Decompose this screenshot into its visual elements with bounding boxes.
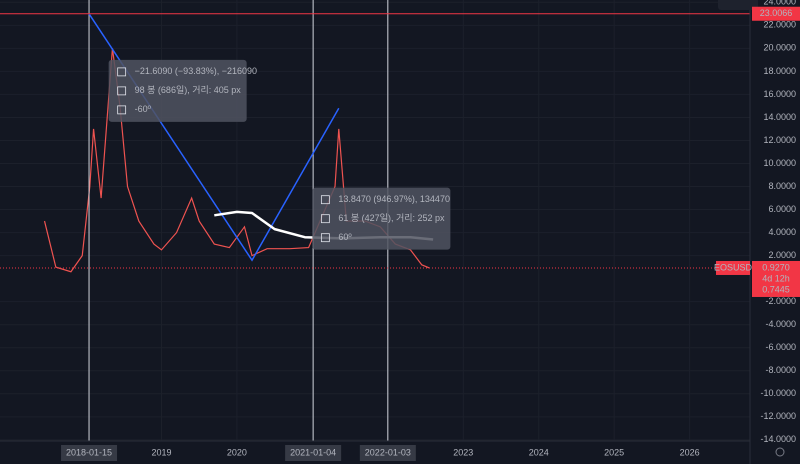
x-tick-label: 2022-01-03 <box>365 447 411 457</box>
symbol-label: EOSUSD <box>714 262 753 272</box>
y-tick-label: -10.0000 <box>760 388 796 398</box>
y-tick-label: 4.0000 <box>768 227 796 237</box>
x-tick-label: 2018-01-15 <box>66 447 112 457</box>
last-price-label: 0.9270 <box>762 262 790 272</box>
measure-text: −21.6090 (−93.83%), −216090 <box>135 66 257 76</box>
x-tick-highlight <box>285 445 342 461</box>
price-label: 23.0066 <box>760 8 793 18</box>
measure-icon <box>320 233 330 243</box>
measure-text: -60º <box>135 104 152 114</box>
x-tick-label: 2024 <box>529 447 549 457</box>
toolbar-button[interactable] <box>718 0 758 10</box>
y-tick-label: 2.0000 <box>768 250 796 260</box>
y-tick-label: -12.0000 <box>760 411 796 421</box>
x-tick-label: 2020 <box>227 447 247 457</box>
overlay: −21.6090 (−93.83%), −216090 98 봉 (686일), … <box>0 0 750 441</box>
y-tick-label: 6.0000 <box>768 204 796 214</box>
y-tick-label: -14.0000 <box>760 434 796 444</box>
symbol-label-bg <box>716 260 750 275</box>
x-tick-label: 2023 <box>453 447 473 457</box>
low-label: 0.7445 <box>762 284 790 294</box>
y-tick-label: 24.0000 <box>763 0 796 7</box>
y-tick-label: 16.0000 <box>763 89 796 99</box>
y-tick-label: 10.0000 <box>763 158 796 168</box>
y-tick-label: 20.0000 <box>763 43 796 53</box>
measure-box <box>312 187 451 250</box>
measure-text: 60º <box>338 232 352 242</box>
y-tick-label: 14.0000 <box>763 112 796 122</box>
y-tick-label: 18.0000 <box>763 66 796 76</box>
x-tick-label: 2019 <box>151 447 171 457</box>
settings-icon[interactable] <box>775 447 785 457</box>
y-tick-label: -4.0000 <box>765 319 796 329</box>
measure-box <box>108 59 247 122</box>
countdown-label: 4d 12h <box>762 273 790 283</box>
measure-text: 13.8470 (946.97%), 134470 <box>338 194 450 204</box>
measure-text: 98 봉 (686일), 거리: 405 px <box>135 85 242 95</box>
x-tick-label: 2025 <box>604 447 624 457</box>
measure-icon <box>117 67 127 77</box>
measure-icon <box>320 195 330 205</box>
last-price-bg <box>752 260 800 297</box>
y-tick-label: -2.0000 <box>765 296 796 306</box>
x-tick-highlight <box>359 445 416 461</box>
y-tick-label: 12.0000 <box>763 135 796 145</box>
price-label-bg <box>752 6 800 21</box>
measure-icon <box>117 105 127 115</box>
x-tick-label: 2026 <box>680 447 700 457</box>
y-tick-label: 22.0000 <box>763 20 796 30</box>
measure-icon <box>320 214 330 224</box>
y-tick-label: 8.0000 <box>768 181 796 191</box>
y-tick-label: -8.0000 <box>765 365 796 375</box>
measure-text: 61 봉 (427일), 거리: 252 px <box>338 213 445 223</box>
measure-icon <box>117 86 127 96</box>
y-tick-label: -6.0000 <box>765 342 796 352</box>
x-tick-highlight <box>61 445 118 461</box>
x-tick-label: 2021-01-04 <box>290 447 336 457</box>
